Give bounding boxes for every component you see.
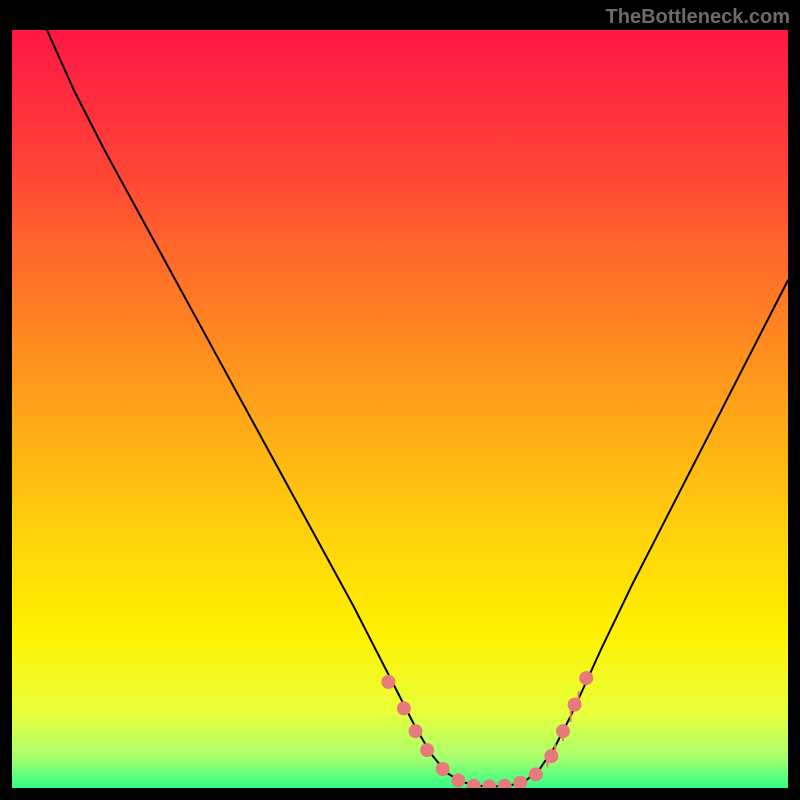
curve-marker: [579, 671, 593, 685]
curve-marker: [556, 724, 570, 738]
watermark-text: TheBottleneck.com: [606, 6, 790, 29]
curve-marker: [529, 767, 543, 781]
bottleneck-curve-chart: [12, 30, 788, 788]
curve-marker: [420, 743, 434, 757]
curve-marker: [436, 762, 450, 776]
curve-marker: [409, 724, 423, 738]
curve-marker: [397, 701, 411, 715]
gradient-background: [12, 30, 788, 788]
curve-marker: [451, 773, 465, 787]
curve-marker: [568, 698, 582, 712]
curve-marker: [544, 749, 558, 763]
curve-marker: [381, 675, 395, 689]
chart-container: TheBottleneck.com: [0, 0, 800, 800]
plot-area: [12, 30, 788, 788]
